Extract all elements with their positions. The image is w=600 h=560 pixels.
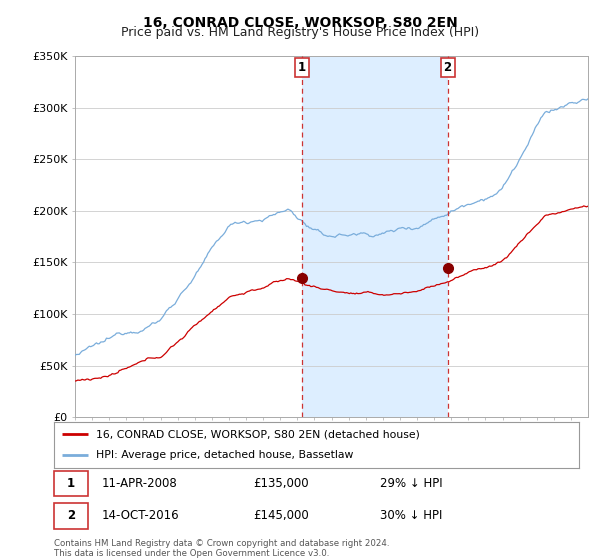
Text: £145,000: £145,000 — [254, 509, 309, 522]
FancyBboxPatch shape — [54, 470, 88, 496]
Text: £135,000: £135,000 — [254, 477, 309, 490]
Text: 14-OCT-2016: 14-OCT-2016 — [101, 509, 179, 522]
Text: 30% ↓ HPI: 30% ↓ HPI — [380, 509, 442, 522]
Text: 2: 2 — [67, 509, 75, 522]
Text: 2: 2 — [443, 62, 452, 74]
Text: 16, CONRAD CLOSE, WORKSOP, S80 2EN: 16, CONRAD CLOSE, WORKSOP, S80 2EN — [143, 16, 457, 30]
Bar — [302, 56, 448, 417]
Text: HPI: Average price, detached house, Bassetlaw: HPI: Average price, detached house, Bass… — [96, 450, 353, 460]
Text: 1: 1 — [67, 477, 75, 490]
Text: 29% ↓ HPI: 29% ↓ HPI — [380, 477, 442, 490]
FancyBboxPatch shape — [54, 503, 88, 529]
Text: 1: 1 — [298, 62, 306, 74]
Text: 11-APR-2008: 11-APR-2008 — [101, 477, 177, 490]
Text: Contains HM Land Registry data © Crown copyright and database right 2024.
This d: Contains HM Land Registry data © Crown c… — [54, 539, 389, 558]
Text: 16, CONRAD CLOSE, WORKSOP, S80 2EN (detached house): 16, CONRAD CLOSE, WORKSOP, S80 2EN (deta… — [96, 429, 420, 439]
Text: Price paid vs. HM Land Registry's House Price Index (HPI): Price paid vs. HM Land Registry's House … — [121, 26, 479, 39]
